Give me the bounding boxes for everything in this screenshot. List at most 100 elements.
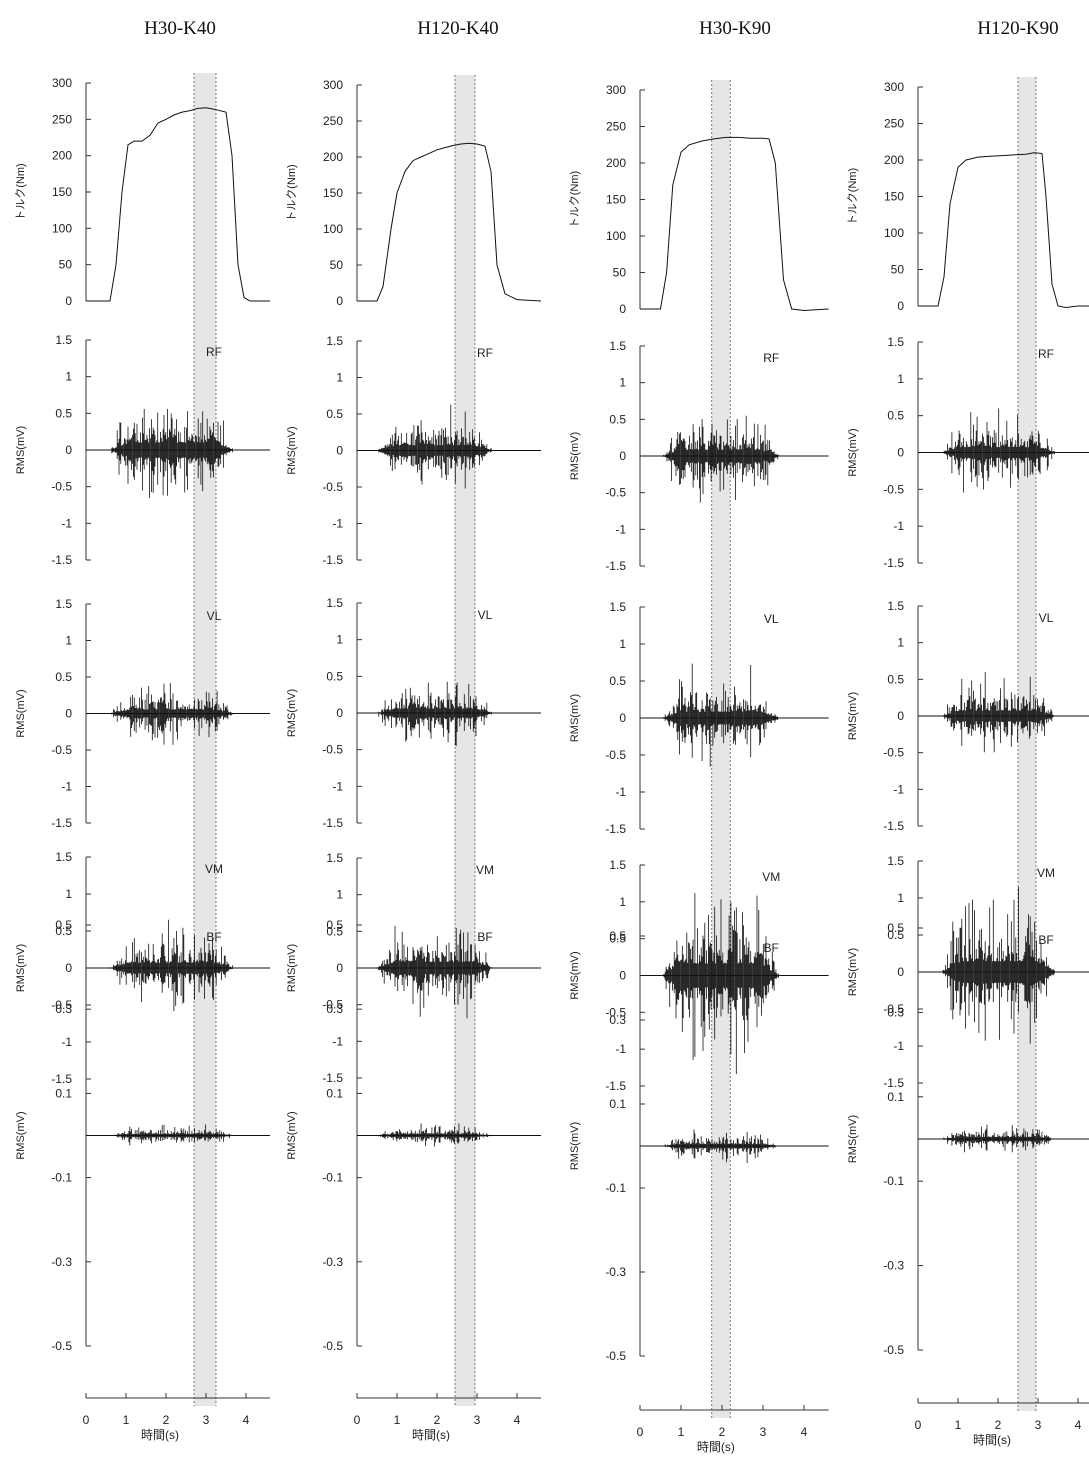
- muscle-label: VL: [207, 609, 222, 623]
- y-tick-label: 0.5: [609, 932, 626, 946]
- x-tick-label: 1: [955, 1418, 962, 1432]
- y-tick-label: -0.3: [322, 1255, 343, 1269]
- x-tick-label: 4: [243, 1413, 250, 1427]
- emg-trace: [663, 415, 779, 503]
- emg-trace: [110, 919, 234, 1012]
- emg-trace: [377, 925, 493, 1019]
- y-tick-label: 1.5: [326, 334, 343, 348]
- analysis-window-band: [194, 73, 216, 1406]
- y-tick-label: -0.1: [605, 1181, 626, 1195]
- column-3: H120-K90050100150200250300トルク(Nm)-1.5-1-…: [846, 18, 1089, 1447]
- x-tick-label: 1: [394, 1413, 401, 1427]
- y-tick-label: 1: [897, 891, 904, 905]
- y-tick-label: 0: [619, 711, 626, 725]
- y-tick-label: 0: [336, 706, 343, 720]
- y-tick-label: 0.5: [55, 670, 72, 684]
- muscle-label: BF: [764, 941, 779, 955]
- y-tick-label: 1.5: [55, 597, 72, 611]
- y-axis-label: トルク(Nm): [568, 171, 581, 228]
- y-tick-label: 50: [330, 258, 344, 272]
- y-tick-label: 0: [336, 444, 343, 458]
- y-tick-label: -1: [893, 782, 904, 796]
- y-tick-label: -0.5: [605, 486, 626, 500]
- panel-emg-VM: -1.5 -1 -0.5 0 0.5 1 1.5 RMS(mV) VM: [569, 858, 829, 1093]
- muscle-label: BF: [1038, 933, 1053, 947]
- y-tick-label: 1: [65, 370, 72, 384]
- y-tick-label: 50: [59, 258, 73, 272]
- muscle-label: RF: [206, 345, 222, 359]
- muscle-label: RF: [1038, 347, 1054, 361]
- x-axis-label: 時間(s): [412, 1428, 450, 1442]
- x-tick-label: 0: [354, 1413, 361, 1427]
- panel-emg-RF: -1.5 -1 -0.5 0 0.5 1 1.5 RMS(mV) RF: [569, 339, 829, 573]
- y-tick-label: 150: [606, 193, 626, 207]
- y-tick-label: 1: [65, 887, 72, 901]
- y-tick-label: 1: [336, 633, 343, 647]
- column-title: H120-K90: [977, 18, 1058, 39]
- y-tick-label: -1.5: [883, 556, 904, 570]
- y-tick-label: 0: [336, 294, 343, 308]
- y-axis-label: トルク(Nm): [846, 168, 859, 225]
- panel-emg-VL: -1.5 -1 -0.5 0 0.5 1 1.5 RMS(mV) VL: [15, 597, 270, 830]
- y-tick-label: 1.5: [887, 335, 904, 349]
- y-tick-label: 200: [606, 156, 626, 170]
- panel-emg-BF: -0.5 -0.3 -0.1 0.1 0.3 0.5 RMS(mV) BF: [15, 918, 270, 1353]
- y-tick-label: 100: [606, 229, 626, 243]
- y-tick-label: 0.5: [609, 412, 626, 426]
- emg-trace: [663, 893, 779, 1074]
- panel-emg-RF: -1.5 -1 -0.5 0 0.5 1 1.5 RMS(mV) RF: [847, 335, 1089, 570]
- y-tick-label: 200: [52, 149, 72, 163]
- y-tick-label: -0.5: [883, 746, 904, 760]
- panel-emg-RF: -1.5 -1 -0.5 0 0.5 1 1.5 RMS(mV) RF: [15, 333, 270, 567]
- x-tick-label: 3: [1035, 1418, 1042, 1432]
- y-tick-label: 0: [65, 294, 72, 308]
- column-0: H30-K40050100150200250300トルク(Nm)-1.5-1-0…: [14, 18, 270, 1442]
- y-tick-label: 1: [336, 371, 343, 385]
- y-tick-label: -0.5: [51, 998, 72, 1012]
- muscle-label: BF: [206, 930, 221, 944]
- y-tick-label: -0.5: [883, 1343, 904, 1357]
- y-tick-label: 1: [619, 895, 626, 909]
- y-axis-label: RMS(mV): [847, 1115, 859, 1163]
- y-tick-label: 0.1: [326, 1086, 343, 1100]
- y-tick-label: 0.3: [609, 1013, 626, 1027]
- y-tick-label: 50: [613, 266, 627, 280]
- y-tick-label: -1: [893, 519, 904, 533]
- panel-emg-BF: -0.5 -0.3 -0.1 0.1 0.3 0.5 RMS(mV) BF: [847, 921, 1089, 1357]
- emg-trace: [942, 672, 1056, 753]
- emg-trace: [377, 681, 493, 746]
- y-tick-label: -0.5: [51, 1339, 72, 1353]
- y-axis-label: RMS(mV): [286, 689, 298, 737]
- panel-emg-RF: -1.5 -1 -0.5 0 0.5 1 1.5 RMS(mV) RF: [286, 334, 541, 567]
- x-axis-label: 時間(s): [141, 1428, 179, 1442]
- y-tick-label: -1: [615, 1042, 626, 1056]
- y-tick-label: 100: [884, 226, 904, 240]
- y-tick-label: 0: [619, 969, 626, 983]
- x-tick-label: 4: [1075, 1418, 1082, 1432]
- y-tick-label: 0.5: [326, 669, 343, 683]
- y-tick-label: -0.5: [322, 480, 343, 494]
- y-tick-label: 250: [323, 114, 343, 128]
- y-tick-label: 200: [323, 150, 343, 164]
- column-1: H120-K40050100150200250300トルク(Nm)-1.5-1-…: [285, 18, 542, 1442]
- y-tick-label: 300: [884, 80, 904, 94]
- y-tick-label: 250: [606, 120, 626, 134]
- y-tick-label: 100: [52, 221, 72, 235]
- x-axis-label: 時間(s): [697, 1440, 735, 1454]
- y-tick-label: -1.5: [883, 819, 904, 833]
- y-tick-label: 0: [619, 302, 626, 316]
- y-tick-label: -1.5: [51, 1072, 72, 1086]
- y-tick-label: 1.5: [887, 599, 904, 613]
- y-tick-label: 200: [884, 153, 904, 167]
- x-tick-label: 2: [163, 1413, 170, 1427]
- y-axis-label: RMS(mV): [286, 1111, 298, 1159]
- y-tick-label: -0.5: [605, 1005, 626, 1019]
- y-axis-label: RMS(mV): [15, 689, 27, 737]
- x-tick-label: 3: [203, 1413, 210, 1427]
- y-tick-label: 50: [891, 263, 905, 277]
- y-tick-label: 0.1: [55, 1086, 72, 1100]
- y-tick-label: 1: [619, 637, 626, 651]
- y-tick-label: 0.5: [887, 928, 904, 942]
- y-tick-label: 1: [619, 376, 626, 390]
- x-tick-label: 1: [678, 1425, 685, 1439]
